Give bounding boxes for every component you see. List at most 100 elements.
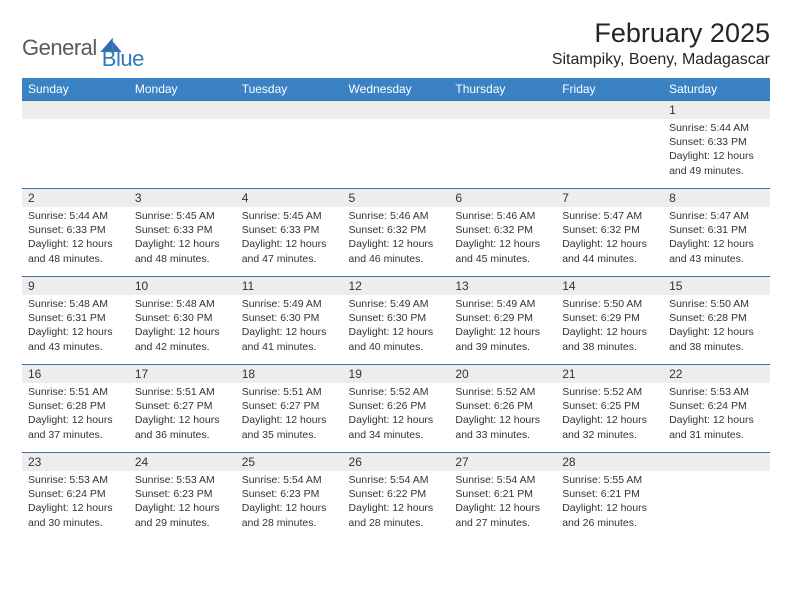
calendar-day-cell: 20Sunrise: 5:52 AMSunset: 6:26 PMDayligh…	[449, 365, 556, 453]
day-number: 19	[343, 365, 450, 383]
brand-text-general: General	[22, 35, 97, 61]
weekday-header: Saturday	[663, 78, 770, 101]
page-header: General Blue February 2025 Sitampiky, Bo…	[22, 18, 770, 72]
day-number: 6	[449, 189, 556, 207]
day-number-empty	[556, 101, 663, 119]
day-number-empty	[343, 101, 450, 119]
day-number: 22	[663, 365, 770, 383]
day-details: Sunrise: 5:52 AMSunset: 6:26 PMDaylight:…	[343, 383, 450, 446]
calendar-day-cell	[22, 101, 129, 189]
day-details: Sunrise: 5:49 AMSunset: 6:30 PMDaylight:…	[343, 295, 450, 358]
calendar-day-cell: 12Sunrise: 5:49 AMSunset: 6:30 PMDayligh…	[343, 277, 450, 365]
calendar-day-cell: 6Sunrise: 5:46 AMSunset: 6:32 PMDaylight…	[449, 189, 556, 277]
calendar-day-cell: 16Sunrise: 5:51 AMSunset: 6:28 PMDayligh…	[22, 365, 129, 453]
calendar-day-cell: 7Sunrise: 5:47 AMSunset: 6:32 PMDaylight…	[556, 189, 663, 277]
day-details: Sunrise: 5:44 AMSunset: 6:33 PMDaylight:…	[22, 207, 129, 270]
calendar-day-cell	[129, 101, 236, 189]
day-details: Sunrise: 5:45 AMSunset: 6:33 PMDaylight:…	[236, 207, 343, 270]
calendar-day-cell: 8Sunrise: 5:47 AMSunset: 6:31 PMDaylight…	[663, 189, 770, 277]
day-number: 3	[129, 189, 236, 207]
day-number: 24	[129, 453, 236, 471]
calendar-day-cell	[663, 453, 770, 541]
calendar-day-cell: 18Sunrise: 5:51 AMSunset: 6:27 PMDayligh…	[236, 365, 343, 453]
day-details: Sunrise: 5:54 AMSunset: 6:23 PMDaylight:…	[236, 471, 343, 534]
day-details: Sunrise: 5:48 AMSunset: 6:30 PMDaylight:…	[129, 295, 236, 358]
day-details: Sunrise: 5:53 AMSunset: 6:24 PMDaylight:…	[663, 383, 770, 446]
day-details: Sunrise: 5:45 AMSunset: 6:33 PMDaylight:…	[129, 207, 236, 270]
weekday-header-row: Sunday Monday Tuesday Wednesday Thursday…	[22, 78, 770, 101]
calendar-day-cell: 10Sunrise: 5:48 AMSunset: 6:30 PMDayligh…	[129, 277, 236, 365]
day-number: 14	[556, 277, 663, 295]
calendar-week-row: 16Sunrise: 5:51 AMSunset: 6:28 PMDayligh…	[22, 365, 770, 453]
calendar-day-cell: 25Sunrise: 5:54 AMSunset: 6:23 PMDayligh…	[236, 453, 343, 541]
day-number: 2	[22, 189, 129, 207]
day-number-empty	[449, 101, 556, 119]
calendar-day-cell	[236, 101, 343, 189]
day-details: Sunrise: 5:44 AMSunset: 6:33 PMDaylight:…	[663, 119, 770, 182]
day-details: Sunrise: 5:46 AMSunset: 6:32 PMDaylight:…	[449, 207, 556, 270]
day-number: 1	[663, 101, 770, 119]
day-number: 16	[22, 365, 129, 383]
calendar-day-cell: 2Sunrise: 5:44 AMSunset: 6:33 PMDaylight…	[22, 189, 129, 277]
day-details: Sunrise: 5:52 AMSunset: 6:26 PMDaylight:…	[449, 383, 556, 446]
day-number: 5	[343, 189, 450, 207]
day-details: Sunrise: 5:48 AMSunset: 6:31 PMDaylight:…	[22, 295, 129, 358]
day-number: 7	[556, 189, 663, 207]
calendar-day-cell: 17Sunrise: 5:51 AMSunset: 6:27 PMDayligh…	[129, 365, 236, 453]
title-block: February 2025 Sitampiky, Boeny, Madagasc…	[552, 18, 770, 69]
calendar-day-cell: 21Sunrise: 5:52 AMSunset: 6:25 PMDayligh…	[556, 365, 663, 453]
calendar-week-row: 9Sunrise: 5:48 AMSunset: 6:31 PMDaylight…	[22, 277, 770, 365]
calendar-table: Sunday Monday Tuesday Wednesday Thursday…	[22, 78, 770, 541]
calendar-day-cell: 28Sunrise: 5:55 AMSunset: 6:21 PMDayligh…	[556, 453, 663, 541]
day-number: 18	[236, 365, 343, 383]
day-number: 11	[236, 277, 343, 295]
day-details: Sunrise: 5:51 AMSunset: 6:27 PMDaylight:…	[236, 383, 343, 446]
day-details: Sunrise: 5:52 AMSunset: 6:25 PMDaylight:…	[556, 383, 663, 446]
calendar-week-row: 23Sunrise: 5:53 AMSunset: 6:24 PMDayligh…	[22, 453, 770, 541]
day-details: Sunrise: 5:49 AMSunset: 6:30 PMDaylight:…	[236, 295, 343, 358]
day-number: 25	[236, 453, 343, 471]
day-details: Sunrise: 5:49 AMSunset: 6:29 PMDaylight:…	[449, 295, 556, 358]
calendar-day-cell: 26Sunrise: 5:54 AMSunset: 6:22 PMDayligh…	[343, 453, 450, 541]
day-number: 28	[556, 453, 663, 471]
day-details: Sunrise: 5:47 AMSunset: 6:31 PMDaylight:…	[663, 207, 770, 270]
month-title: February 2025	[552, 18, 770, 49]
weekday-header: Sunday	[22, 78, 129, 101]
calendar-day-cell	[449, 101, 556, 189]
day-number: 21	[556, 365, 663, 383]
day-number: 9	[22, 277, 129, 295]
day-details: Sunrise: 5:54 AMSunset: 6:21 PMDaylight:…	[449, 471, 556, 534]
location-subtitle: Sitampiky, Boeny, Madagascar	[552, 51, 770, 69]
day-number-empty	[129, 101, 236, 119]
calendar-day-cell: 4Sunrise: 5:45 AMSunset: 6:33 PMDaylight…	[236, 189, 343, 277]
calendar-day-cell: 19Sunrise: 5:52 AMSunset: 6:26 PMDayligh…	[343, 365, 450, 453]
day-number: 4	[236, 189, 343, 207]
day-details: Sunrise: 5:50 AMSunset: 6:29 PMDaylight:…	[556, 295, 663, 358]
calendar-day-cell: 14Sunrise: 5:50 AMSunset: 6:29 PMDayligh…	[556, 277, 663, 365]
day-number: 20	[449, 365, 556, 383]
calendar-day-cell: 15Sunrise: 5:50 AMSunset: 6:28 PMDayligh…	[663, 277, 770, 365]
calendar-day-cell	[556, 101, 663, 189]
day-number-empty	[663, 453, 770, 471]
calendar-day-cell: 27Sunrise: 5:54 AMSunset: 6:21 PMDayligh…	[449, 453, 556, 541]
brand-text-blue: Blue	[102, 46, 144, 72]
calendar-day-cell	[343, 101, 450, 189]
day-number-empty	[236, 101, 343, 119]
day-details: Sunrise: 5:54 AMSunset: 6:22 PMDaylight:…	[343, 471, 450, 534]
weekday-header: Tuesday	[236, 78, 343, 101]
weekday-header: Wednesday	[343, 78, 450, 101]
day-number: 8	[663, 189, 770, 207]
calendar-day-cell: 13Sunrise: 5:49 AMSunset: 6:29 PMDayligh…	[449, 277, 556, 365]
calendar-day-cell: 5Sunrise: 5:46 AMSunset: 6:32 PMDaylight…	[343, 189, 450, 277]
day-number: 10	[129, 277, 236, 295]
calendar-day-cell: 1Sunrise: 5:44 AMSunset: 6:33 PMDaylight…	[663, 101, 770, 189]
calendar-day-cell: 23Sunrise: 5:53 AMSunset: 6:24 PMDayligh…	[22, 453, 129, 541]
day-details: Sunrise: 5:53 AMSunset: 6:24 PMDaylight:…	[22, 471, 129, 534]
day-details: Sunrise: 5:51 AMSunset: 6:28 PMDaylight:…	[22, 383, 129, 446]
day-number: 15	[663, 277, 770, 295]
day-details: Sunrise: 5:53 AMSunset: 6:23 PMDaylight:…	[129, 471, 236, 534]
weekday-header: Monday	[129, 78, 236, 101]
day-number: 23	[22, 453, 129, 471]
day-details: Sunrise: 5:46 AMSunset: 6:32 PMDaylight:…	[343, 207, 450, 270]
day-number: 13	[449, 277, 556, 295]
